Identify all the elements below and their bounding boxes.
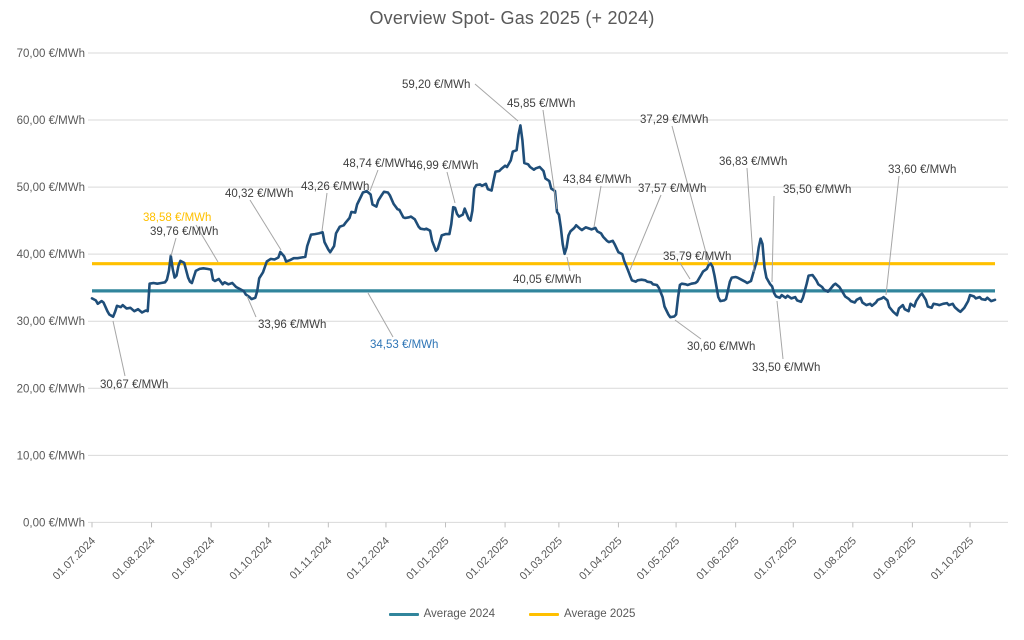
- annotation-leader-line: [474, 83, 519, 122]
- annotation-label: 30,60 €/MWh: [687, 341, 755, 353]
- y-axis-tick-label: 60,00 €/MWh: [17, 115, 85, 127]
- annotation-label: 45,85 €/MWh: [507, 98, 575, 110]
- x-axis-tick-label: 01.10.2025: [929, 535, 976, 582]
- annotation-leader-line: [170, 237, 177, 257]
- legend-swatch-average-2024: [388, 612, 419, 616]
- annotation-leader-line: [112, 320, 126, 377]
- y-axis-tick-label: 0,00 €/MWh: [23, 517, 85, 529]
- annotation-leader-line: [321, 192, 328, 232]
- annotation-label: 48,74 €/MWh: [343, 158, 411, 170]
- legend-item-average-2024: Average 2024: [388, 608, 495, 620]
- x-axis-tick-label: 01.09.2024: [170, 535, 217, 582]
- y-axis-tick-label: 40,00 €/MWh: [17, 249, 85, 261]
- annotation-label: 43,26 €/MWh: [301, 181, 369, 193]
- annotation-leader-line: [249, 199, 282, 251]
- annotation-leader-line: [885, 175, 900, 296]
- legend-item-average-2025: Average 2025: [529, 608, 635, 620]
- annotation-label: 35,50 €/MWh: [783, 184, 851, 196]
- y-axis-tick-label: 50,00 €/MWh: [17, 182, 85, 194]
- annotation-label: 39,76 €/MWh: [150, 226, 218, 238]
- annotation-leader-line: [746, 167, 755, 273]
- annotation-leader-line: [367, 292, 394, 338]
- annotation-leader-line: [679, 262, 691, 280]
- legend-label-average-2025: Average 2025: [564, 608, 636, 620]
- annotation-label: 35,79 €/MWh: [663, 251, 731, 263]
- x-axis-tick-label: 01.02.2025: [464, 535, 511, 582]
- x-axis-tick-label: 01.05.2025: [635, 535, 682, 582]
- annotation-leader-line: [369, 169, 379, 192]
- annotation-leader-line: [674, 319, 702, 340]
- annotation-label: 30,67 €/MWh: [100, 379, 168, 391]
- x-axis-tick-label: 01.07.2024: [51, 535, 98, 582]
- annotation-label: 33,96 €/MWh: [258, 319, 326, 331]
- annotation-label: 38,58 €/MWh: [143, 212, 211, 224]
- legend-swatch-average-2025: [529, 612, 559, 616]
- annotation-leader-line: [542, 109, 558, 210]
- legend: Average 2024 Average 2025: [0, 608, 1024, 620]
- y-axis-tick-label: 30,00 €/MWh: [17, 316, 85, 328]
- x-axis-tick-label: 01.07.2025: [752, 535, 799, 582]
- x-axis-tick-label: 01.03.2025: [518, 535, 565, 582]
- chart-title: Overview Spot- Gas 2025 (+ 2024): [369, 8, 655, 28]
- x-axis-tick-label: 01.08.2024: [110, 535, 157, 582]
- annotation-label: 59,20 €/MWh: [402, 79, 470, 91]
- x-axis-tick-label: 01.04.2025: [577, 535, 624, 582]
- annotation-label: 40,32 €/MWh: [225, 188, 293, 200]
- y-axis-tick-label: 20,00 €/MWh: [17, 383, 85, 395]
- annotation-label: 46,99 €/MWh: [410, 160, 478, 172]
- annotation-label: 33,60 €/MWh: [888, 164, 956, 176]
- annotation-leader-line: [246, 295, 257, 318]
- x-axis-tick-label: 01.08.2025: [812, 535, 859, 582]
- annotation-label: 33,50 €/MWh: [752, 362, 820, 374]
- annotation-leader-line: [446, 171, 456, 204]
- annotation-leader-line: [566, 256, 571, 272]
- x-axis-tick-label: 01.06.2025: [694, 535, 741, 582]
- annotation-label: 43,84 €/MWh: [563, 174, 631, 186]
- annotation-leader-line: [671, 125, 710, 265]
- y-axis-tick-label: 10,00 €/MWh: [17, 450, 85, 462]
- price-series-line: [90, 124, 997, 319]
- annotation-label: 37,29 €/MWh: [640, 114, 708, 126]
- annotation-label: 34,53 €/MWh: [370, 339, 438, 351]
- x-axis-tick-label: 01.10.2024: [227, 535, 274, 582]
- x-axis-tick-label: 01.01.2025: [404, 535, 451, 582]
- annotation-label: 37,57 €/MWh: [638, 183, 706, 195]
- annotation-leader-line: [776, 300, 784, 360]
- x-axis-tick-label: 01.09.2025: [871, 535, 918, 582]
- annotation-label: 36,83 €/MWh: [719, 156, 787, 168]
- y-axis-tick-label: 70,00 €/MWh: [17, 48, 85, 60]
- annotation-leader-line: [771, 195, 775, 283]
- x-axis-tick-label: 01.12.2024: [345, 535, 392, 582]
- annotation-label: 40,05 €/MWh: [513, 274, 581, 286]
- annotation-leader-line: [629, 194, 662, 271]
- annotation-leader-line: [593, 185, 602, 228]
- legend-label-average-2024: Average 2024: [423, 608, 495, 620]
- annotation-leader-line: [195, 224, 219, 263]
- x-axis-tick-label: 01.11.2024: [288, 535, 335, 582]
